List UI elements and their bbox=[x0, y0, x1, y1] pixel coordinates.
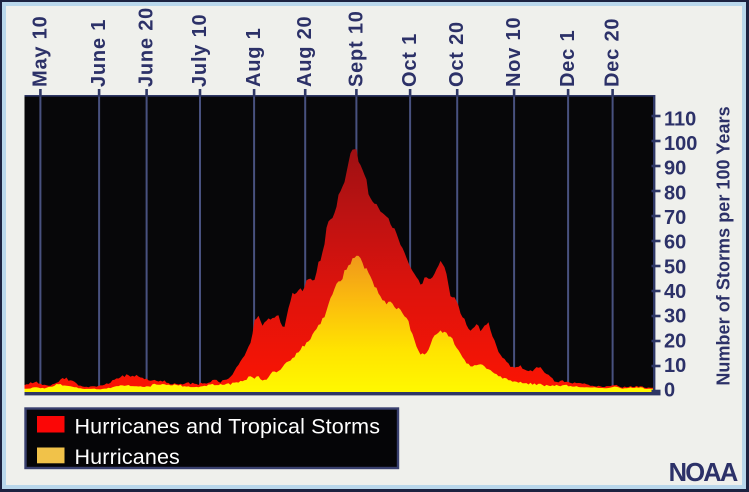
svg-text:30: 30 bbox=[664, 306, 686, 328]
svg-text:90: 90 bbox=[664, 158, 686, 180]
svg-text:Aug 1: Aug 1 bbox=[243, 27, 265, 87]
svg-text:Sept 10: Sept 10 bbox=[345, 10, 367, 87]
svg-text:Aug 20: Aug 20 bbox=[294, 16, 316, 87]
svg-text:Oct 20: Oct 20 bbox=[446, 21, 468, 87]
svg-text:70: 70 bbox=[664, 207, 686, 229]
svg-text:July 10: July 10 bbox=[189, 14, 211, 87]
svg-text:Nov 10: Nov 10 bbox=[503, 17, 525, 87]
svg-text:June 1: June 1 bbox=[88, 19, 110, 87]
svg-text:50: 50 bbox=[664, 256, 686, 278]
svg-text:May 10: May 10 bbox=[29, 15, 51, 87]
svg-text:Dec 20: Dec 20 bbox=[602, 18, 624, 87]
svg-text:Hurricanes: Hurricanes bbox=[75, 445, 180, 469]
svg-text:Dec 1: Dec 1 bbox=[557, 30, 579, 87]
svg-text:60: 60 bbox=[664, 232, 686, 254]
svg-text:0: 0 bbox=[664, 380, 675, 402]
svg-text:40: 40 bbox=[664, 281, 686, 303]
svg-text:Hurricanes and Tropical Storms: Hurricanes and Tropical Storms bbox=[75, 415, 381, 439]
svg-text:June 20: June 20 bbox=[136, 7, 158, 87]
svg-text:110: 110 bbox=[664, 108, 696, 130]
svg-text:NOAA: NOAA bbox=[669, 459, 738, 487]
svg-text:80: 80 bbox=[664, 182, 686, 204]
svg-text:Oct 1: Oct 1 bbox=[399, 33, 421, 87]
svg-text:100: 100 bbox=[664, 133, 697, 155]
svg-text:Number of Storms per 100 Years: Number of Storms per 100 Years bbox=[714, 106, 734, 385]
svg-text:20: 20 bbox=[664, 330, 686, 352]
svg-text:10: 10 bbox=[664, 355, 686, 377]
